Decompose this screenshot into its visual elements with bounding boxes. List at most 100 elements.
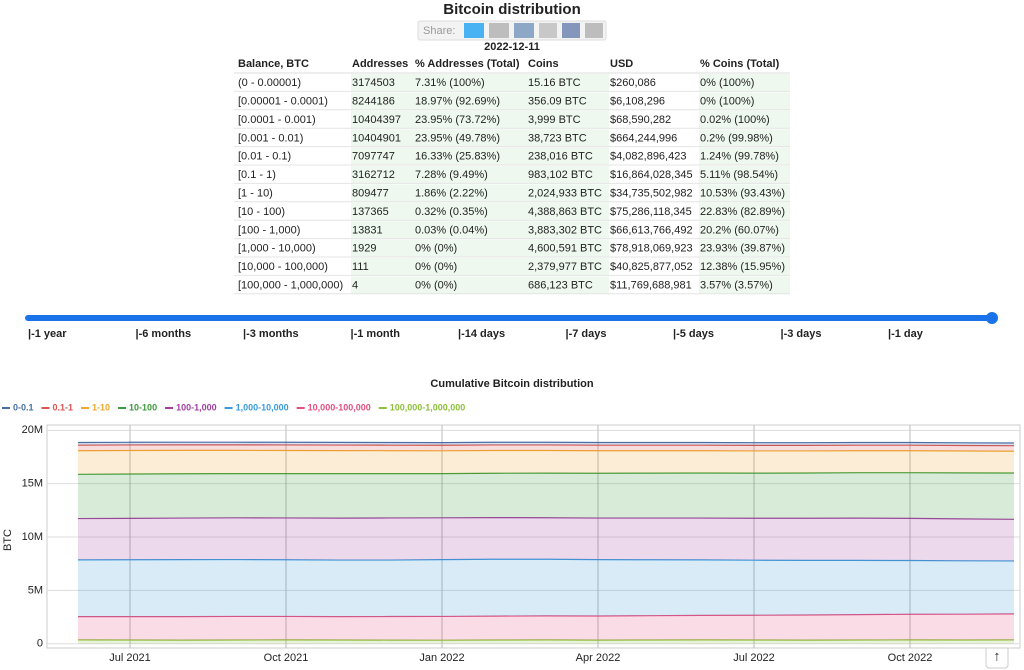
share-weibo[interactable] — [585, 23, 603, 38]
legend-label[interactable]: 1-10 — [92, 402, 110, 412]
table-cell: 10.53% (93.43%) — [700, 188, 785, 200]
timeline-handle[interactable] — [986, 312, 998, 324]
cell-bg — [699, 202, 790, 221]
share-vk[interactable] — [514, 23, 534, 38]
cell-bg — [699, 239, 790, 257]
timeline-label[interactable]: |-1 year — [28, 328, 67, 340]
table-cell: 0.02% (100%) — [700, 114, 770, 126]
table-cell: 137365 — [352, 206, 389, 218]
table-cell: 12.38% (15.95%) — [700, 261, 785, 273]
column-header: % Addresses (Total) — [415, 58, 520, 70]
area — [78, 517, 1014, 561]
cell-bg — [527, 258, 609, 276]
table-cell: 10404397 — [352, 114, 401, 126]
table-cell: $6,108,296 — [610, 96, 665, 108]
table-cell: 7.31% (100%) — [415, 77, 485, 89]
timeline-label[interactable]: |-7 days — [566, 328, 607, 340]
cell-bg — [414, 184, 527, 202]
cell-bg — [699, 147, 790, 165]
plot-bg — [46, 424, 1021, 649]
cell-bg — [351, 202, 414, 221]
share-reddit[interactable] — [489, 23, 509, 38]
table-cell: 0.2% (99.98%) — [700, 132, 773, 144]
table-cell: 983,102 BTC — [528, 169, 593, 181]
cell-bg — [527, 74, 609, 92]
y-axis-label: BTC — [2, 529, 14, 551]
area-line — [77, 517, 1015, 520]
cell-bg — [351, 166, 414, 184]
x-tick-label: Oct 2021 — [264, 652, 309, 664]
cell-bg — [527, 147, 609, 165]
cell-bg — [414, 129, 527, 147]
table-cell: 1.24% (99.78%) — [700, 151, 779, 163]
cell-bg — [351, 184, 414, 202]
table-cell: 0% (100%) — [700, 77, 754, 89]
table-cell: $40,825,877,052 — [610, 261, 693, 273]
cell-bg — [699, 276, 790, 294]
cell-bg — [414, 202, 527, 221]
legend-label[interactable]: 10-100 — [129, 402, 157, 412]
timeline-label[interactable]: |-14 days — [458, 328, 505, 340]
table-cell: [0.0001 - 0.001) — [238, 114, 316, 126]
area-line — [77, 444, 1015, 447]
cell-bg — [414, 147, 527, 165]
page-title: Bitcoin distribution — [443, 1, 580, 18]
share-like[interactable] — [539, 23, 557, 38]
timeline-label[interactable]: |-3 days — [781, 328, 822, 340]
share-facebook[interactable] — [562, 23, 580, 38]
table-cell: 356.09 BTC — [528, 96, 587, 108]
legend-label[interactable]: 0.1-1 — [53, 402, 74, 412]
cell-bg — [699, 221, 790, 239]
table-cell: 2,024,933 BTC — [528, 188, 602, 200]
cell-bg — [414, 258, 527, 276]
timeline-label[interactable]: |-1 day — [888, 328, 924, 340]
table-cell: $664,244,996 — [610, 132, 677, 144]
table-cell: 0% (0%) — [415, 243, 457, 255]
legend-label[interactable]: 1,000-10,000 — [236, 402, 289, 412]
table-cell: 15.16 BTC — [528, 77, 581, 89]
table-cell: [1 - 10) — [238, 188, 273, 200]
x-tick-label: Jul 2022 — [733, 652, 775, 664]
cell-bg — [414, 110, 527, 129]
cell-bg — [527, 276, 609, 294]
timeline-label[interactable]: |-1 month — [351, 328, 401, 340]
cell-bg — [351, 129, 414, 147]
cell-bg — [414, 276, 527, 294]
x-tick-label: Jul 2021 — [109, 652, 151, 664]
scroll-top-icon[interactable]: ↑ — [994, 648, 1001, 664]
table-cell: 16.33% (25.83%) — [415, 151, 500, 163]
table-cell: 7.28% (9.49%) — [415, 169, 488, 181]
cell-bg — [699, 166, 790, 184]
cell-bg — [527, 92, 609, 110]
table-cell: 3174503 — [352, 77, 395, 89]
table-cell: 4 — [352, 280, 358, 292]
cell-bg — [699, 74, 790, 92]
legend-label[interactable]: 10,000-100,000 — [308, 402, 371, 412]
table-cell: 4,388,863 BTC — [528, 206, 602, 218]
timeline-label[interactable]: |-3 months — [243, 328, 299, 340]
legend-label[interactable]: 100-1,000 — [176, 402, 217, 412]
cell-bg — [527, 221, 609, 239]
cell-bg — [527, 110, 609, 129]
timeline-label[interactable]: |-6 months — [136, 328, 192, 340]
column-header: Coins — [528, 58, 559, 70]
timeline-label[interactable]: |-5 days — [673, 328, 714, 340]
legend-label[interactable]: 100,000-1,000,000 — [390, 402, 466, 412]
x-tick-label: Jan 2022 — [419, 652, 464, 664]
cell-bg — [699, 258, 790, 276]
table-cell: 1929 — [352, 243, 376, 255]
table-cell: 18.97% (92.69%) — [415, 96, 500, 108]
y-tick-label: 15M — [22, 478, 43, 490]
table-cell: 3,883,302 BTC — [528, 224, 602, 236]
table-cell: 238,016 BTC — [528, 151, 593, 163]
table-cell: $78,918,069,923 — [610, 243, 693, 255]
table-cell: $16,864,028,345 — [610, 169, 693, 181]
cell-bg — [351, 110, 414, 129]
area-line — [77, 472, 1015, 475]
legend-label[interactable]: 0-0.1 — [13, 402, 34, 412]
area — [78, 559, 1014, 617]
share-twitter[interactable] — [464, 23, 484, 38]
table-cell: 23.95% (49.78%) — [415, 132, 500, 144]
cell-bg — [351, 74, 414, 92]
